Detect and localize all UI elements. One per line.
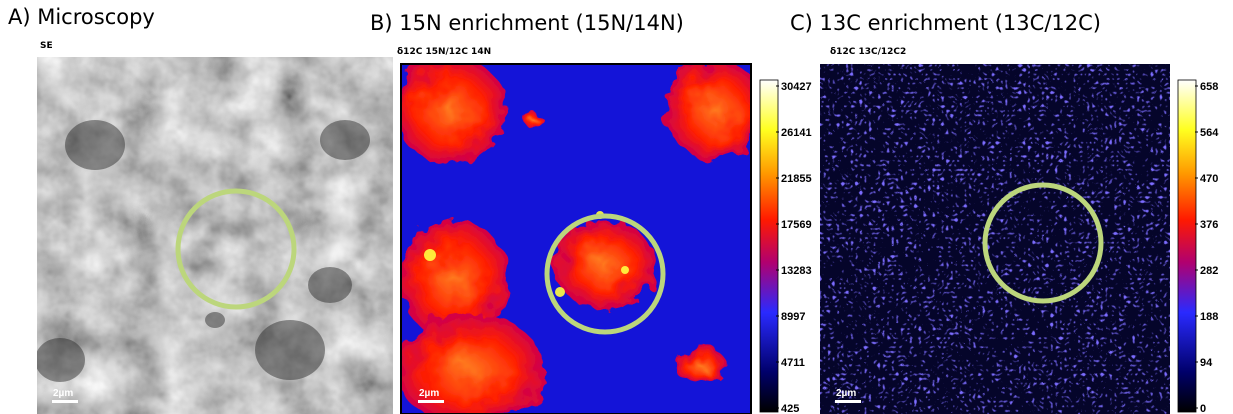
- figure: A) Microscopy SE 2µm B) 15N enrichment (…: [0, 0, 1233, 414]
- panel-title: C) 13C enrichment (13C/12C): [790, 11, 1101, 35]
- colorbar-label: 21855: [781, 173, 812, 185]
- panel-label: δ12C 13C/12C2: [830, 47, 906, 57]
- colorbar-label: 0: [1200, 403, 1206, 414]
- colorbar-label: 26141: [781, 127, 812, 139]
- colorbar-label: 4711: [781, 357, 805, 369]
- colorbar: [760, 80, 778, 412]
- colorbar-label: 658: [1200, 81, 1218, 93]
- scale-bar-label: 2µm: [419, 388, 439, 399]
- panel-title: A) Microscopy: [8, 5, 155, 29]
- colorbar-label: 376: [1200, 219, 1218, 231]
- microscopy-image: [35, 57, 393, 414]
- carbon-map: [820, 64, 1170, 414]
- colorbar-label: 425: [781, 403, 799, 414]
- panel-title: B) 15N enrichment (15N/14N): [370, 11, 684, 35]
- scale-bar-label: 2µm: [836, 388, 856, 399]
- colorbar: [1178, 80, 1196, 412]
- scale-bar-label: 2µm: [53, 388, 73, 399]
- panel-label: SE: [40, 41, 53, 51]
- panel-label: δ12C 15N/12C 14N: [397, 47, 491, 57]
- colorbar-label: 94: [1200, 357, 1213, 369]
- colorbar-label: 470: [1200, 173, 1218, 185]
- colorbar-label: 13283: [781, 265, 812, 277]
- colorbar-label: 17569: [781, 219, 812, 231]
- colorbar-label: 188: [1200, 311, 1218, 323]
- colorbar-label: 8997: [781, 311, 805, 323]
- colorbar-label: 30427: [781, 81, 812, 93]
- colorbar-label: 564: [1200, 127, 1219, 139]
- colorbar-label: 282: [1200, 265, 1218, 277]
- nitrogen-map: [395, 55, 765, 414]
